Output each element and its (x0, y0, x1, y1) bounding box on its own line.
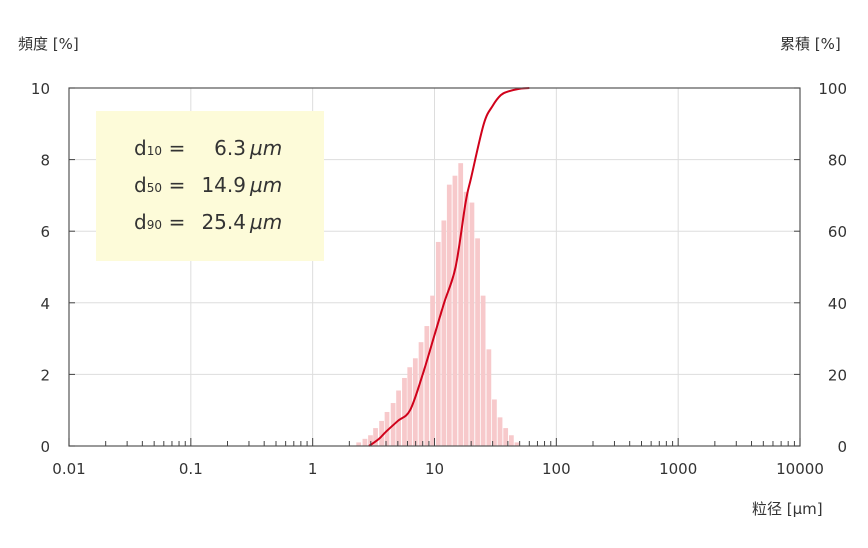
stat-value: 25.4 (201, 210, 246, 234)
x-tick-label: 100 (542, 460, 571, 478)
y-right-tick-label: 80 (828, 152, 847, 170)
stat-d90: d90 = 25.4 µm (134, 210, 282, 234)
histogram-bar (430, 295, 435, 446)
stat-label: d (134, 173, 147, 197)
histogram-bar (435, 241, 441, 446)
histogram-bar (379, 420, 384, 446)
histogram-bar (469, 202, 475, 446)
stat-d50: d50 = 14.9 µm (134, 173, 282, 197)
stats-box: d10 = 6.3 µm d50 = 14.9 µm d90 = 25.4 µm (96, 111, 324, 261)
histogram-bar (368, 435, 373, 446)
histogram-bar (475, 238, 480, 446)
histogram-bar (402, 377, 407, 446)
histogram-bar (396, 390, 401, 446)
histogram-bar (492, 399, 497, 446)
histogram-bar (373, 428, 378, 446)
histogram-bar (497, 417, 503, 446)
histogram-bar (384, 411, 390, 446)
stat-unit: µm (249, 173, 283, 197)
histogram-bar (514, 442, 520, 446)
y-left-tick-label: 8 (40, 152, 50, 170)
stat-subscript: 90 (146, 218, 162, 232)
stat-subscript: 10 (146, 144, 162, 158)
histogram-bar (452, 175, 458, 446)
stat-label: d (134, 136, 147, 160)
histogram-bar (424, 326, 430, 446)
stat-equals: = (168, 136, 186, 160)
y-right-axis-title: 累積 [%] (780, 35, 841, 53)
y-left-tick-label: 0 (40, 438, 50, 456)
stat-value: 6.3 (214, 136, 246, 160)
x-tick-label: 1 (308, 460, 318, 478)
histogram-bar (418, 342, 424, 446)
x-axis-title: 粒径 [µm] (752, 500, 823, 518)
y-left-tick-label: 4 (40, 295, 50, 313)
x-tick-label: 1000 (659, 460, 697, 478)
y-right-tick-label: 20 (828, 366, 847, 384)
y-right-tick-label: 0 (837, 438, 847, 456)
stat-subscript: 50 (146, 181, 162, 195)
x-tick-label: 10000 (776, 460, 824, 478)
histogram-bar (407, 367, 413, 446)
y-right-tick-label: 100 (818, 80, 847, 98)
x-tick-label: 0.01 (52, 460, 85, 478)
x-tick-label: 0.1 (179, 460, 203, 478)
cumulative-curve (368, 87, 530, 447)
y-left-axis-title: 頻度 [%] (18, 35, 79, 53)
histogram-bar (412, 358, 418, 446)
stat-unit: µm (249, 210, 283, 234)
stat-label: d (134, 210, 147, 234)
histogram-bar (458, 163, 464, 446)
histogram-bar (441, 220, 447, 446)
histogram-bar (463, 191, 469, 446)
stat-unit: µm (249, 136, 283, 160)
histogram-bar (480, 295, 486, 446)
histogram-bar (503, 428, 509, 446)
stat-equals: = (168, 210, 186, 234)
stat-d10: d10 = 6.3 µm (134, 136, 282, 160)
y-right-tick-label: 60 (828, 223, 847, 241)
x-tick-label: 10 (425, 460, 444, 478)
y-right-tick-label: 40 (828, 295, 847, 313)
y-left-tick-label: 10 (31, 80, 50, 98)
y-left-tick-label: 6 (40, 223, 50, 241)
stat-value: 14.9 (201, 173, 246, 197)
histogram-bar (508, 435, 514, 446)
histogram-bar (486, 349, 492, 446)
y-left-tick-label: 2 (40, 366, 50, 384)
histogram-bar (356, 442, 362, 446)
stat-equals: = (168, 173, 186, 197)
histogram-bar (446, 184, 452, 446)
histogram-bar (362, 438, 368, 446)
